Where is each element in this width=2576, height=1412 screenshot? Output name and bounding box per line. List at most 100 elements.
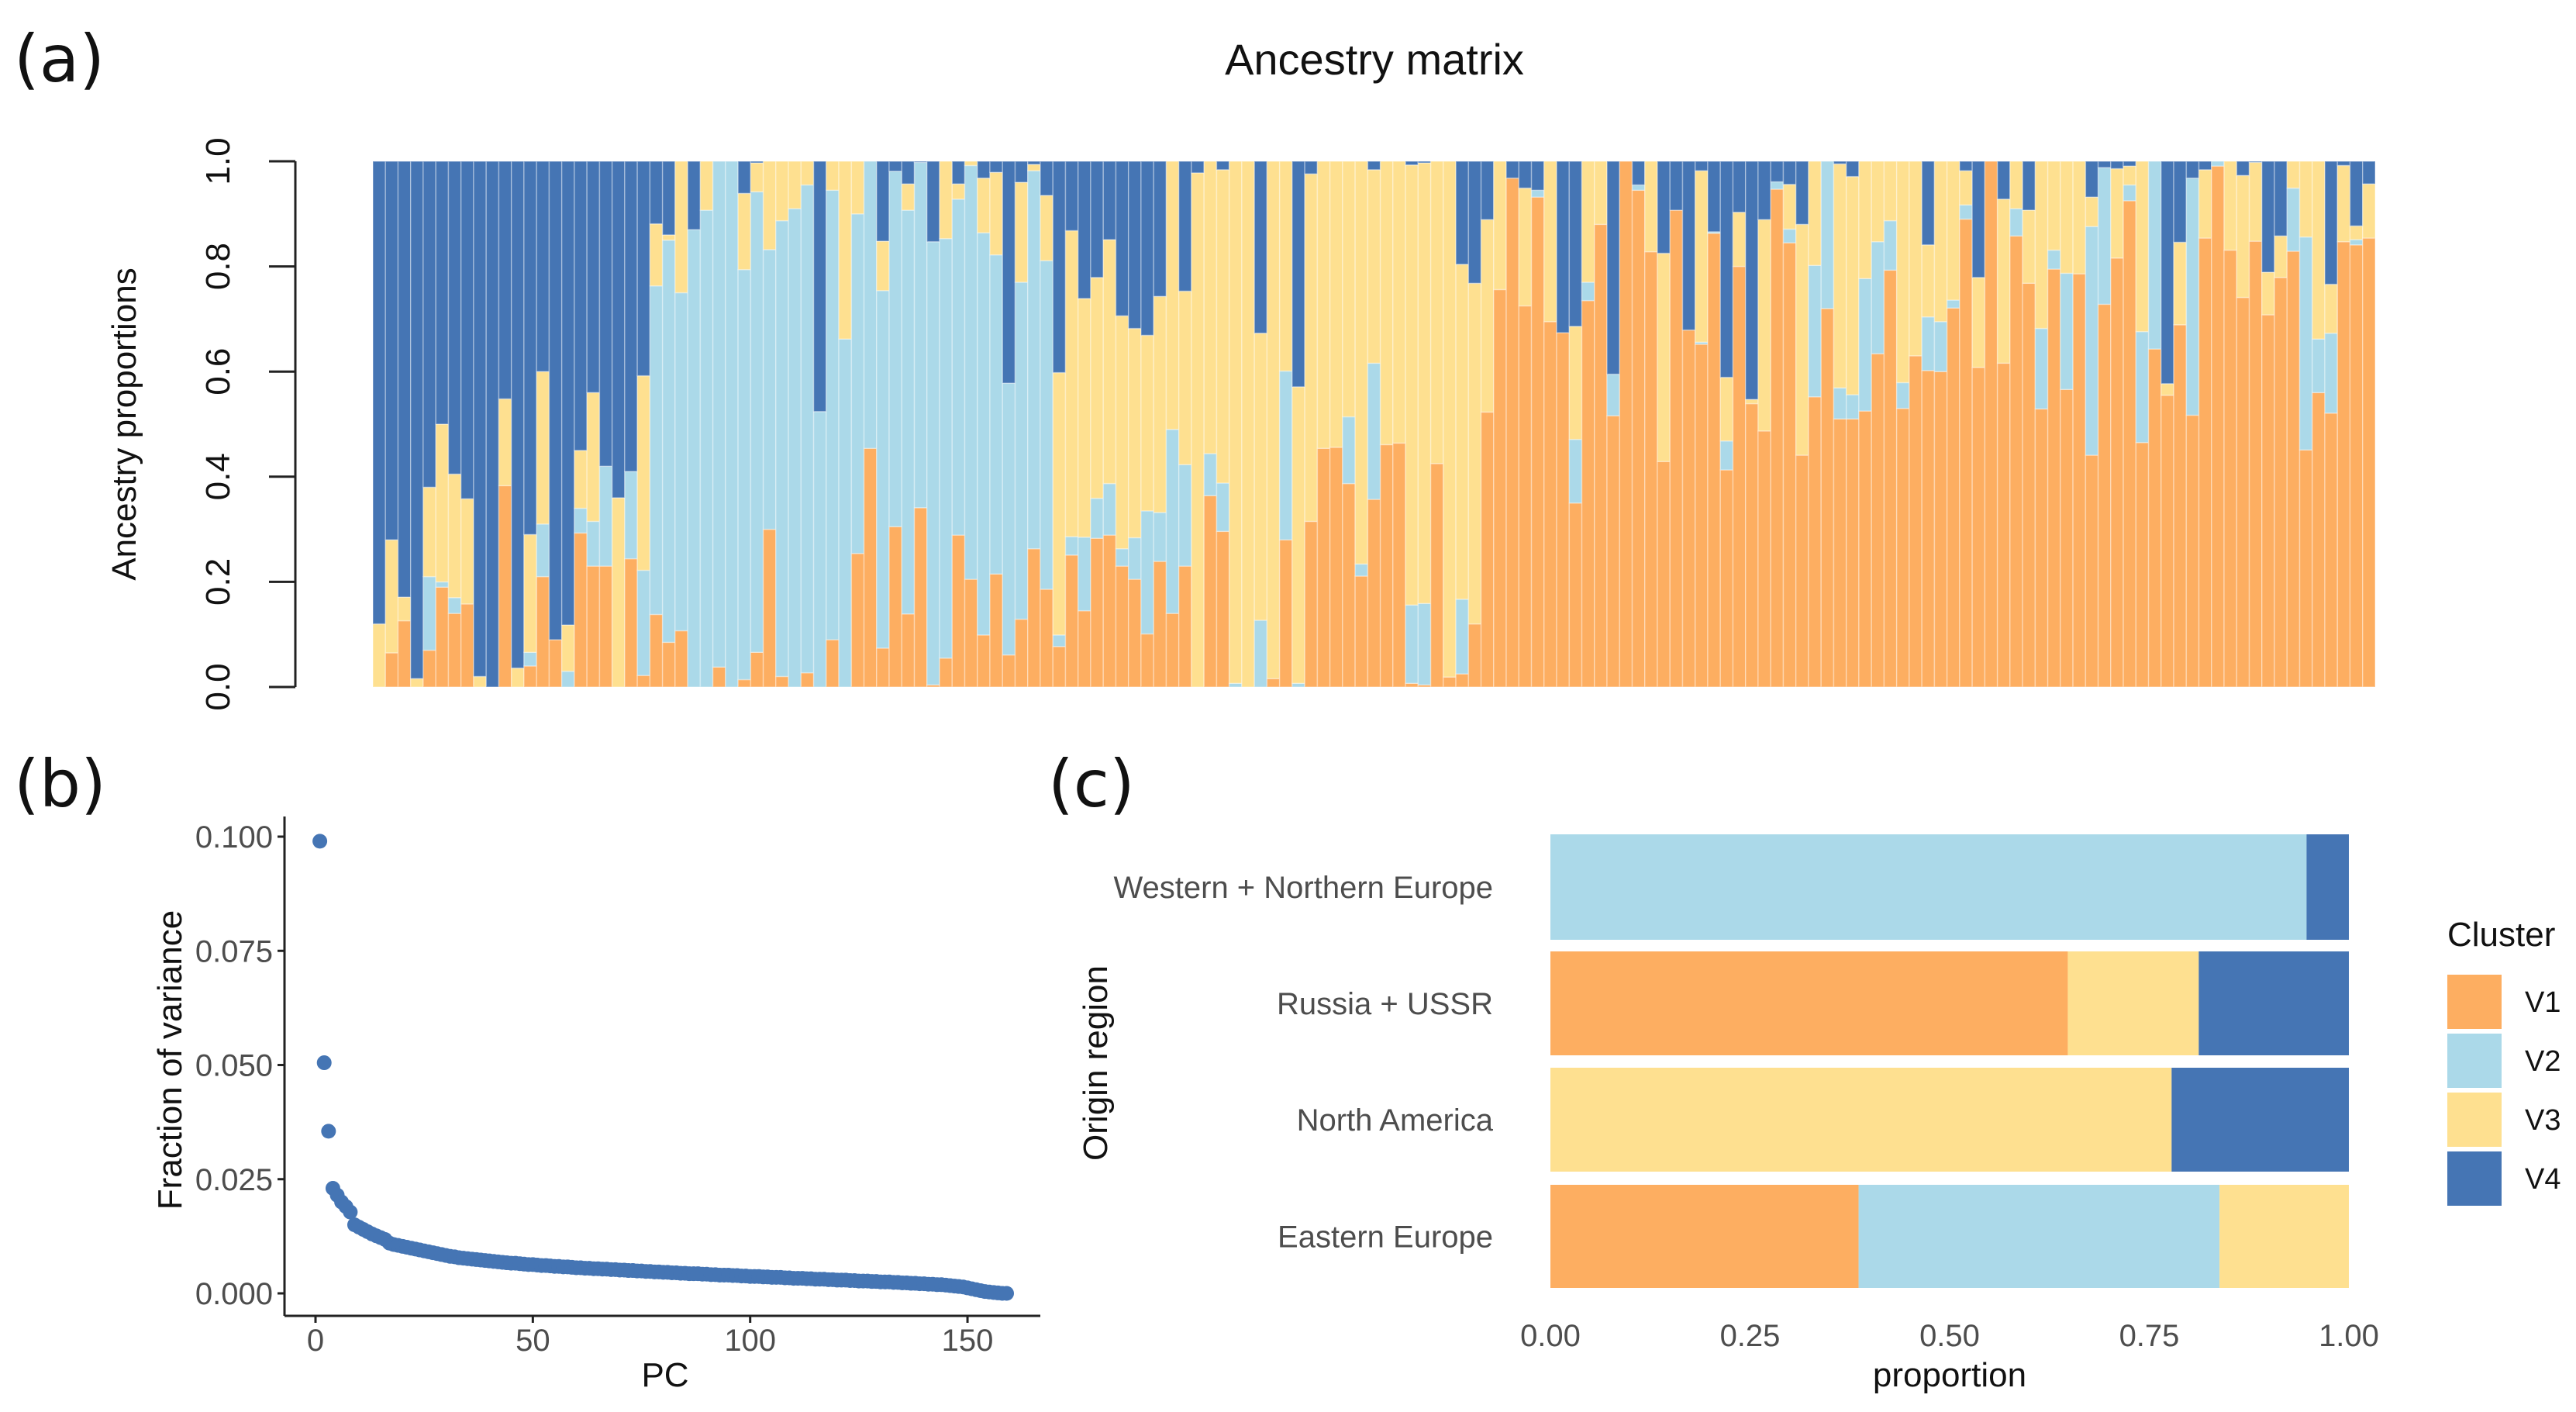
- bar-segment-v3: [674, 161, 688, 294]
- bar-segment-v4: [901, 161, 916, 185]
- bar-segment-v3: [1203, 161, 1218, 454]
- bar-segment-v4: [2362, 161, 2376, 185]
- bar-segment-v2: [560, 670, 575, 688]
- bar-segment-v1: [1480, 411, 1495, 688]
- bar-segment-v2: [762, 249, 777, 530]
- bar-segment-v4: [1921, 161, 1936, 246]
- bar-segment-v1: [586, 565, 601, 688]
- bar-segment-v4: [812, 161, 827, 413]
- bar-segment-v3: [2173, 241, 2188, 326]
- bar-segment-v1: [2349, 244, 2364, 688]
- bar-segment-v3: [939, 161, 953, 240]
- y-tick-label-b: 0.050: [195, 1049, 273, 1083]
- bar-segment-v2: [863, 161, 878, 449]
- bar-segment-v2: [1342, 416, 1356, 485]
- x-tick-label-c: 0.75: [2119, 1319, 2180, 1353]
- bar-segment-v1: [1014, 618, 1029, 688]
- bar-segment-v4: [397, 161, 412, 598]
- bar-segment-v2: [788, 208, 802, 688]
- y-tick-label-b: 0.025: [195, 1163, 273, 1197]
- bar-segment-v3: [2349, 225, 2364, 240]
- bar-segment-v2: [737, 268, 752, 681]
- y-tick-label-b: 0.100: [195, 820, 273, 854]
- bar-segment-v3: [1241, 161, 1255, 688]
- bar-segment-v3: [2047, 161, 2061, 251]
- bar-segment-v3: [699, 161, 714, 211]
- bar-segment-v1: [636, 675, 651, 688]
- bar-segment-v4: [1505, 161, 1520, 179]
- bar-segment-v4: [2160, 161, 2174, 385]
- bar-segment-v3: [611, 497, 626, 688]
- panel-label-b: (b): [14, 746, 106, 822]
- bar-segment-v1: [2047, 268, 2061, 688]
- legend-label-v3: V3: [2525, 1104, 2560, 1137]
- y-tick-label-a: 1.0: [199, 137, 237, 185]
- bar-segment-v2: [876, 290, 890, 649]
- bar-segment-v2: [2185, 177, 2200, 416]
- bar-segment-v3: [2060, 161, 2074, 274]
- bar-segment-v3: [2324, 283, 2339, 334]
- bar-segment-v1: [523, 665, 537, 688]
- bar-segment-v1: [901, 613, 916, 688]
- bar-segment-v2: [2123, 184, 2137, 202]
- bar-segment-v2: [1203, 453, 1218, 496]
- bar-segment-v1: [2097, 303, 2112, 688]
- bar-segment-v3: [989, 171, 1004, 256]
- bar-segment-v3: [1795, 223, 1809, 456]
- bar-segment-v3: [409, 678, 424, 688]
- bar-segment-v3: [1027, 164, 1041, 171]
- bar-segment-v3: [1291, 386, 1305, 685]
- bar-segment-v3: [1052, 371, 1067, 636]
- bar-segment-v1: [447, 613, 462, 688]
- bar-segment-v1: [649, 613, 664, 688]
- bar-segment-v2: [1770, 181, 1785, 190]
- bar-segment-v1: [1858, 410, 1872, 688]
- bar-segment-v1: [2312, 392, 2326, 688]
- bar-segment-v1: [1027, 547, 1041, 688]
- bar-segment-v1: [1681, 329, 1696, 688]
- bar-segment-v2: [1946, 299, 1960, 309]
- bar-segment-v3: [1266, 161, 1281, 679]
- bar-segment-v3: [1946, 161, 1960, 301]
- bar-segment-v3: [1744, 399, 1759, 405]
- bar-segment-v4: [1090, 161, 1104, 278]
- bar-segment-v1: [574, 532, 588, 688]
- bar-segment-v3: [1581, 161, 1595, 283]
- bar-segment-v3: [1090, 277, 1104, 499]
- bar-segment-v4: [2248, 161, 2263, 164]
- bar-segment-v1: [2248, 240, 2263, 688]
- bar-segment-v2: [1530, 189, 1545, 198]
- bar-segment-v3: [1493, 161, 1507, 291]
- bar-segment-v1: [1165, 613, 1180, 688]
- bar-segment-v4: [1216, 161, 1230, 171]
- bar-segment-v1: [1379, 444, 1394, 688]
- bar-segment-v4: [2274, 161, 2288, 237]
- bar-segment-v3: [1191, 172, 1205, 688]
- bar-segment-v3: [2219, 1185, 2349, 1288]
- bar-segment-v4: [1669, 161, 1684, 211]
- bar-segment-v2: [422, 575, 436, 651]
- bar-segment-v3: [2274, 235, 2288, 278]
- bar-segment-v1: [1820, 308, 1835, 688]
- bar-segment-v1: [1040, 589, 1054, 688]
- bar-segment-v4: [1959, 161, 1973, 171]
- bar-segment-v2: [1090, 497, 1104, 539]
- bar-segment-v3: [2009, 161, 2023, 209]
- bar-segment-v3: [1782, 184, 1797, 230]
- bar-segment-v1: [1052, 646, 1067, 688]
- bar-segment-v2: [1858, 278, 1872, 412]
- bar-segment-v3: [1127, 327, 1142, 539]
- bar-segment-v3: [1178, 290, 1192, 465]
- bar-segment-v2: [2147, 161, 2162, 350]
- bar-segment-v2: [2009, 208, 2023, 237]
- bar-segment-v3: [1543, 161, 1557, 323]
- y-tick-label-a: 0.8: [199, 243, 237, 290]
- x-axis-label-b: PC: [641, 1356, 688, 1394]
- legend-key-v3: [2447, 1093, 2502, 1147]
- bar-segment-v4: [2123, 161, 2137, 167]
- bar-segment-v3: [850, 161, 865, 215]
- bar-segment-v2: [2312, 338, 2326, 394]
- bar-segment-v1: [1530, 196, 1545, 688]
- bar-segment-v4: [1405, 161, 1419, 166]
